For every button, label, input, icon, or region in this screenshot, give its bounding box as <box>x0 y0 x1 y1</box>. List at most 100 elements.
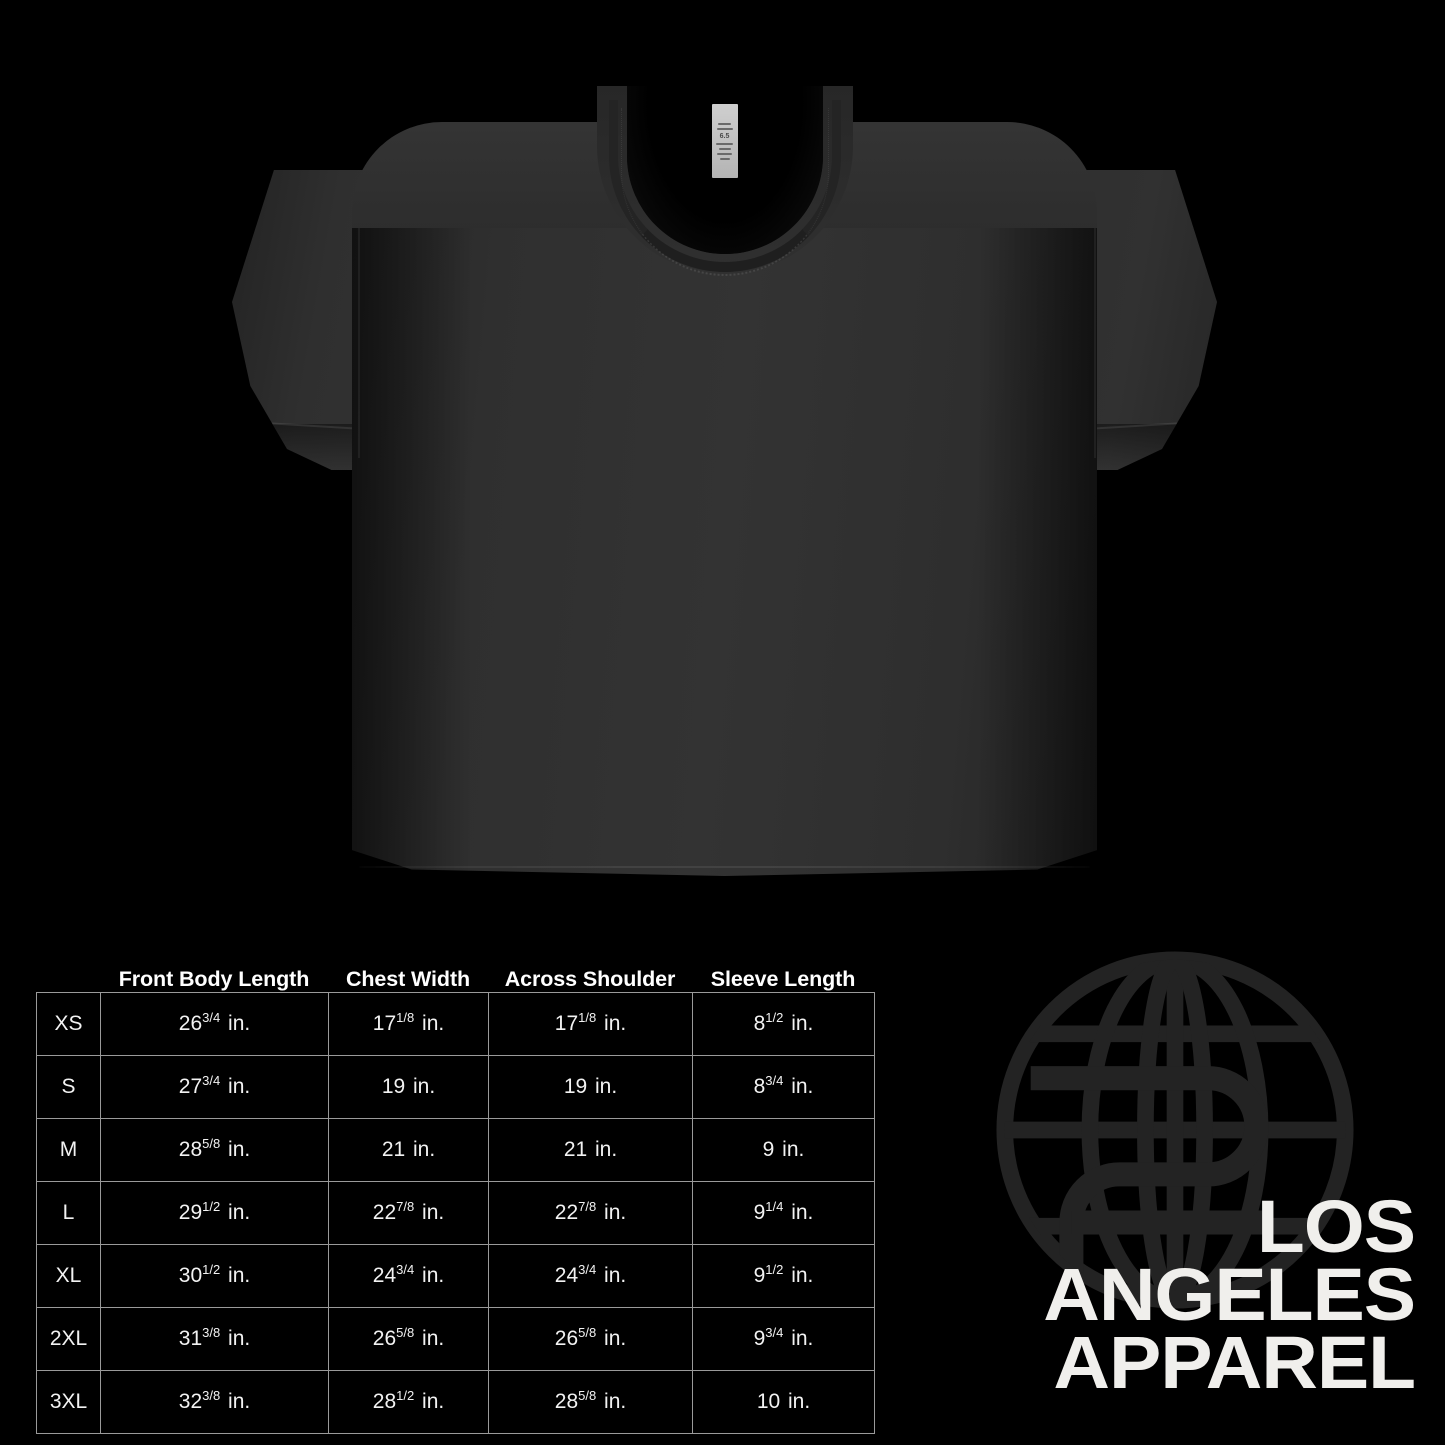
wordmark-line-angeles: ANGELES <box>1043 1253 1416 1337</box>
cell-front-body-length: 285/8 in. <box>100 1118 329 1182</box>
tag-text-line <box>718 122 731 125</box>
column-header-chest-width: Chest Width <box>345 967 471 991</box>
cell-chest-width: 243/4 in. <box>328 1244 489 1308</box>
fraction: 3/8 <box>202 1325 221 1340</box>
table-row: S 273/4 in. 19 in. 19 in. 83/4 in. <box>36 1055 875 1119</box>
cell-size: S <box>36 1055 101 1119</box>
unit-label: in. <box>776 1138 805 1161</box>
column-header-front-body-length: Front Body Length <box>118 967 310 991</box>
unit-label: in. <box>589 1075 618 1098</box>
unit-label: in. <box>598 1390 627 1413</box>
unit-label: in. <box>222 1264 251 1287</box>
cell-across-shoulder: 21 in. <box>488 1118 693 1182</box>
cell-chest-width: 21 in. <box>328 1118 489 1182</box>
fraction: 3/8 <box>202 1388 221 1403</box>
fraction: 1/8 <box>396 1010 415 1025</box>
cell-front-body-length: 291/2 in. <box>100 1181 329 1245</box>
fraction: 3/4 <box>765 1325 784 1340</box>
cell-chest-width: 227/8 in. <box>328 1181 489 1245</box>
unit-label: in. <box>785 1264 814 1287</box>
unit-label: in. <box>785 1327 814 1350</box>
size-chart-headers: Front Body Length Chest Width Across Sho… <box>100 948 874 992</box>
tag-text-line <box>719 157 730 160</box>
unit-label: in. <box>785 1201 814 1224</box>
cell-chest-width: 171/8 in. <box>328 992 489 1056</box>
cell-chest-width: 19 in. <box>328 1055 489 1119</box>
fraction: 3/4 <box>765 1073 784 1088</box>
cell-across-shoulder: 265/8 in. <box>488 1307 693 1371</box>
unit-label: in. <box>416 1201 445 1224</box>
fraction: 1/4 <box>765 1199 784 1214</box>
cell-front-body-length: 323/8 in. <box>100 1370 329 1434</box>
unit-label: in. <box>416 1012 445 1035</box>
fraction: 1/2 <box>202 1262 221 1277</box>
cell-front-body-length: 263/4 in. <box>100 992 329 1056</box>
brand-lockup: LOS ANGELES APPAREL <box>905 945 1425 1440</box>
fraction: 5/8 <box>202 1136 221 1151</box>
unit-label: in. <box>598 1264 627 1287</box>
unit-label: in. <box>598 1327 627 1350</box>
bottom-hem-stitch <box>358 866 1091 868</box>
cell-size: XL <box>36 1244 101 1308</box>
fraction: 5/8 <box>578 1388 597 1403</box>
column-header-across-shoulder: Across Shoulder <box>504 967 676 991</box>
right-armhole-seam <box>1094 228 1096 458</box>
table-row: XL 301/2 in. 243/4 in. 243/4 in. 91/2 in. <box>36 1244 875 1308</box>
unit-label: in. <box>222 1390 251 1413</box>
brand-wordmark: LOS ANGELES APPAREL <box>885 1189 1416 1405</box>
unit-label: in. <box>222 1327 251 1350</box>
neck-care-tag: 6.5 <box>711 104 738 178</box>
cell-sleeve-length: 83/4 in. <box>692 1055 875 1119</box>
fraction: 5/8 <box>396 1325 415 1340</box>
cell-front-body-length: 313/8 in. <box>100 1307 329 1371</box>
cell-sleeve-length: 91/4 in. <box>692 1181 875 1245</box>
unit-label: in. <box>222 1012 251 1035</box>
body-shade-right <box>977 228 1097 876</box>
size-chart-table: XS 263/4 in. 171/8 in. 171/8 in. 81/2 in. S 27… <box>36 992 875 1434</box>
table-row: L 291/2 in. 227/8 in. 227/8 in. 91/4 in. <box>36 1181 875 1245</box>
fraction: 1/2 <box>202 1199 221 1214</box>
cell-sleeve-length: 9 in. <box>692 1118 875 1182</box>
unit-label: in. <box>416 1264 445 1287</box>
cell-front-body-length: 301/2 in. <box>100 1244 329 1308</box>
cell-sleeve-length: 10 in. <box>692 1370 875 1434</box>
unit-label: in. <box>407 1138 436 1161</box>
unit-label: in. <box>598 1012 627 1035</box>
table-row: 2XL 313/8 in. 265/8 in. 265/8 in. 93/4 in. <box>36 1307 875 1371</box>
cell-sleeve-length: 91/2 in. <box>692 1244 875 1308</box>
cell-size: 3XL <box>36 1370 101 1434</box>
body-shade-left <box>352 228 472 876</box>
unit-label: in. <box>782 1390 811 1413</box>
fraction: 1/2 <box>765 1262 784 1277</box>
table-row: M 285/8 in. 21 in. 21 in. 9 in. <box>36 1118 875 1182</box>
unit-label: in. <box>222 1201 251 1224</box>
unit-label: in. <box>589 1138 618 1161</box>
fraction: 7/8 <box>396 1199 415 1214</box>
wordmark-line-apparel: APPAREL <box>1053 1321 1416 1405</box>
fraction: 3/4 <box>202 1010 221 1025</box>
fraction: 1/8 <box>578 1010 597 1025</box>
fraction: 1/2 <box>396 1388 415 1403</box>
tag-text-line <box>716 127 733 130</box>
fraction: 7/8 <box>578 1199 597 1214</box>
cell-size: XS <box>36 992 101 1056</box>
left-armhole-seam <box>358 228 360 458</box>
fraction: 1/2 <box>765 1010 784 1025</box>
cell-across-shoulder: 243/4 in. <box>488 1244 693 1308</box>
unit-label: in. <box>598 1201 627 1224</box>
tag-text-line <box>718 147 731 150</box>
unit-label: in. <box>222 1138 251 1161</box>
cell-front-body-length: 273/4 in. <box>100 1055 329 1119</box>
cell-size: 2XL <box>36 1307 101 1371</box>
fraction: 5/8 <box>578 1325 597 1340</box>
unit-label: in. <box>222 1075 251 1098</box>
unit-label: in. <box>785 1012 814 1035</box>
product-photo: 6.5 <box>232 78 1217 878</box>
t-shirt-image: 6.5 <box>232 78 1217 878</box>
fraction: 3/4 <box>202 1073 221 1088</box>
tag-text-line <box>716 142 733 145</box>
cell-chest-width: 281/2 in. <box>328 1370 489 1434</box>
table-row: XS 263/4 in. 171/8 in. 171/8 in. 81/2 in. <box>36 992 875 1056</box>
cell-across-shoulder: 171/8 in. <box>488 992 693 1056</box>
column-header-sleeve-length: Sleeve Length <box>710 967 856 991</box>
